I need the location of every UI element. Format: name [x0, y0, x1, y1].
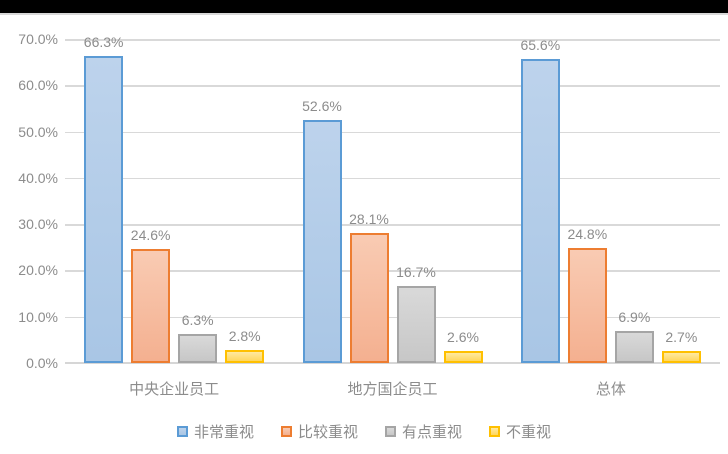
legend-marker-icon — [385, 425, 396, 437]
y-axis-tick-label: 30.0% — [18, 216, 58, 233]
bar-series-2-category-1 — [396, 285, 436, 363]
data-label: 2.8% — [228, 328, 261, 345]
data-label: 2.6% — [447, 328, 479, 345]
legend-item-0: 非常重视 — [176, 421, 254, 442]
bar-series-3-category-2 — [661, 350, 701, 363]
data-label: 24.6% — [130, 227, 171, 244]
bar-series-0-category-2 — [520, 59, 560, 363]
y-axis-tick-label: 60.0% — [18, 77, 58, 94]
y-axis-tick-label: 40.0% — [18, 169, 58, 186]
bar-series-1-category-2 — [567, 248, 607, 363]
bar-series-2-category-0 — [178, 333, 218, 363]
legend-marker-icon — [280, 425, 292, 437]
top-black-bar — [0, 0, 728, 13]
legend-label: 比较重视 — [297, 423, 358, 441]
data-label: 2.7% — [665, 328, 698, 345]
data-label: 16.7% — [396, 263, 436, 280]
chart-legend: 非常重视 比较重视 有点重视 不重视 — [0, 417, 728, 445]
y-axis-tick-label: 10.0% — [18, 308, 58, 325]
top-divider-line — [0, 13, 728, 15]
bar-chart-plot-area: 66.3% 24.6% 6.3% 2.8% 52.6% 28.1% 16.7% 2.6% 65.… — [65, 34, 720, 364]
gridline-40 — [65, 177, 720, 180]
legend-label: 有点重视 — [402, 423, 463, 441]
bar-series-1-category-1 — [349, 232, 389, 363]
legend-label: 不重视 — [506, 423, 552, 441]
bar-series-2-category-2 — [614, 331, 654, 363]
gridline-30 — [65, 224, 720, 226]
gridline-10 — [65, 316, 720, 319]
data-label: 28.1% — [349, 210, 389, 227]
legend-marker-icon — [176, 425, 188, 437]
data-label: 52.6% — [302, 97, 342, 114]
y-axis-tick-label: 50.0% — [18, 123, 58, 140]
gridline-50 — [65, 131, 720, 134]
bar-series-3-category-0 — [225, 350, 265, 363]
data-label: 6.9% — [618, 309, 651, 326]
data-label: 65.6% — [520, 37, 561, 54]
bar-series-0-category-0 — [84, 56, 124, 363]
x-axis-category-label: 地方国企员工 — [347, 381, 438, 398]
data-label: 24.8% — [567, 226, 608, 243]
y-axis-tick-label: 0.0% — [26, 355, 58, 371]
legend-marker-icon — [489, 425, 501, 437]
x-axis-category-label: 总体 — [595, 381, 626, 398]
y-axis-tick-label: 70.0% — [18, 31, 58, 47]
data-label: 66.3% — [83, 34, 124, 51]
legend-item-1: 比较重视 — [280, 421, 358, 442]
gridline-70 — [65, 39, 720, 41]
gridline-60 — [65, 85, 720, 87]
legend-item-3: 不重视 — [489, 421, 551, 442]
legend-item-2: 有点重视 — [385, 421, 462, 442]
bar-series-1-category-0 — [131, 249, 171, 363]
data-label: 6.3% — [181, 311, 214, 328]
legend-label: 非常重视 — [193, 423, 254, 441]
x-axis-category-label: 中央企业员工 — [129, 381, 220, 398]
bar-series-0-category-1 — [302, 119, 342, 363]
x-axis-line — [65, 362, 720, 364]
gridline-20 — [65, 270, 720, 272]
bar-series-3-category-1 — [443, 350, 483, 363]
y-axis-tick-label: 20.0% — [18, 262, 58, 279]
